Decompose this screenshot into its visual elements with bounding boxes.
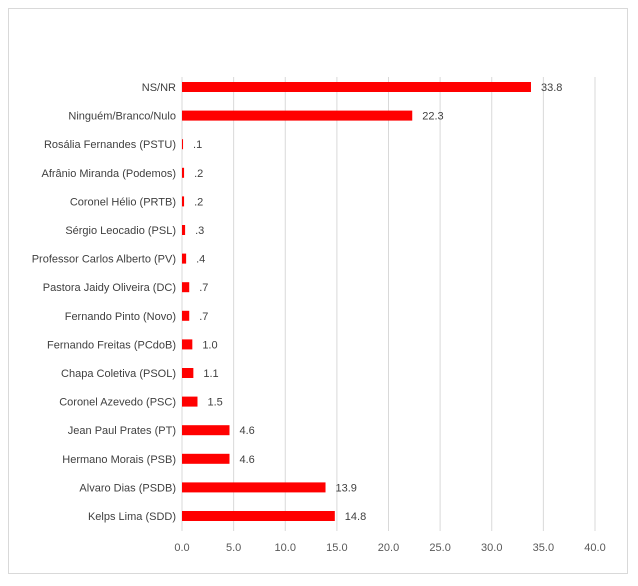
- bar: [182, 282, 190, 293]
- value-label: 13.9: [336, 482, 357, 494]
- value-label: 33.8: [541, 82, 562, 94]
- bar: [182, 139, 184, 150]
- x-tick-label: 5.0: [226, 542, 241, 554]
- category-label: Pastora Jaidy Oliveira (DC): [43, 282, 176, 294]
- bar: [182, 167, 185, 178]
- bar: [182, 425, 230, 436]
- bar: [182, 453, 230, 464]
- bar: [182, 225, 186, 235]
- bar: [182, 511, 335, 521]
- value-label: .2: [194, 168, 203, 180]
- value-label: 4.6: [239, 425, 254, 437]
- bar: [182, 482, 326, 493]
- category-label: Fernando Freitas (PCdoB): [47, 339, 176, 351]
- value-label: 14.8: [345, 511, 366, 523]
- bar: [182, 82, 531, 92]
- value-label: 1.5: [207, 397, 222, 409]
- x-tick-label: 30.0: [481, 542, 502, 554]
- x-axis-ticks: 0.0 5.0 10.0 15.0 20.0 25.0 30.0 35.0 40.0: [174, 542, 605, 554]
- x-tick-label: 10.0: [275, 542, 296, 554]
- bar-chart: NS/NR Ninguém/Branco/Nulo Rosália Fernande…: [32, 77, 606, 554]
- category-label: Coronel Azevedo (PSC): [59, 397, 176, 409]
- category-label: Chapa Coletiva (PSOL): [61, 368, 176, 380]
- category-label: Hermano Morais (PSB): [62, 454, 176, 466]
- category-label: Ninguém/Branco/Nulo: [68, 111, 176, 123]
- category-label: Coronel Hélio (PRTB): [70, 196, 176, 208]
- bar: [182, 196, 185, 207]
- x-tick-label: 15.0: [326, 542, 347, 554]
- value-label: .7: [199, 282, 208, 294]
- bar: [182, 396, 198, 407]
- bar: [182, 368, 194, 378]
- value-label: 1.0: [202, 339, 217, 351]
- grid-lines: [181, 77, 596, 531]
- category-label: Alvaro Dias (PSDB): [79, 482, 176, 494]
- value-labels: 33.8 22.3 .1 .2 .2 .3 .4 .7 .7 1.0 1.1 1.5 4.6 4.6 13.…: [193, 82, 562, 523]
- value-label: .1: [193, 139, 202, 151]
- category-label: Kelps Lima (SDD): [88, 511, 176, 523]
- x-tick-label: 20.0: [378, 542, 399, 554]
- value-label: .2: [194, 196, 203, 208]
- category-label: Professor Carlos Alberto (PV): [32, 254, 176, 266]
- value-label: .3: [195, 225, 204, 237]
- value-label: 4.6: [239, 454, 254, 466]
- bars-group: [182, 82, 531, 521]
- category-label: NS/NR: [142, 82, 176, 94]
- chart-frame: NS/NR Ninguém/Branco/Nulo Rosália Fernande…: [8, 8, 628, 574]
- value-label: .4: [196, 254, 205, 266]
- x-tick-label: 0.0: [174, 542, 189, 554]
- x-tick-label: 25.0: [429, 542, 450, 554]
- bar: [182, 339, 193, 350]
- value-label: 22.3: [422, 111, 443, 123]
- category-label: Rosália Fernandes (PSTU): [44, 139, 176, 151]
- x-tick-label: 40.0: [584, 542, 605, 554]
- category-label: Fernando Pinto (Novo): [65, 311, 176, 323]
- bar: [182, 110, 413, 121]
- category-labels: NS/NR Ninguém/Branco/Nulo Rosália Fernande…: [32, 82, 176, 523]
- value-label: .7: [199, 311, 208, 323]
- value-label: 1.1: [203, 368, 218, 380]
- category-label: Afrânio Miranda (Podemos): [41, 168, 176, 180]
- x-tick-label: 35.0: [533, 542, 554, 554]
- category-label: Jean Paul Prates (PT): [68, 425, 176, 437]
- bar: [182, 310, 190, 321]
- bar: [182, 253, 187, 264]
- category-label: Sérgio Leocadio (PSL): [65, 225, 176, 237]
